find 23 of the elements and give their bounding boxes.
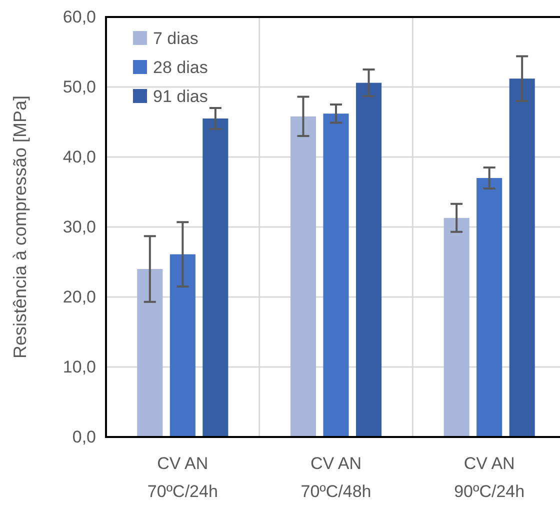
bar (356, 82, 382, 437)
legend-label: 7 dias (153, 29, 198, 48)
y-tick-label: 20,0 (62, 287, 96, 306)
legend-label: 91 dias (153, 87, 208, 106)
bar (137, 269, 163, 437)
x-tick-label: CV AN 70ºC/24h (147, 454, 218, 501)
y-tick-label: 10,0 (62, 357, 96, 376)
bar (476, 178, 502, 437)
bar (202, 118, 228, 437)
y-axis-title: Resistência à compressão [MPa] (10, 95, 30, 359)
bar (170, 254, 196, 437)
y-tick-label: 0,0 (72, 427, 96, 446)
y-tick-label: 40,0 (62, 147, 96, 166)
bar (509, 78, 535, 437)
bar (323, 114, 349, 437)
y-tick-label: 30,0 (62, 217, 96, 236)
x-tick-label: CV AN 70ºC/48h (300, 454, 372, 501)
x-tick-label: CV AN 90ºC/24h (454, 454, 525, 501)
bar (290, 116, 316, 437)
y-tick-label: 50,0 (62, 77, 96, 96)
y-tick-label: 60,0 (62, 7, 96, 26)
bar (444, 218, 470, 437)
legend-label: 28 dias (153, 58, 208, 77)
